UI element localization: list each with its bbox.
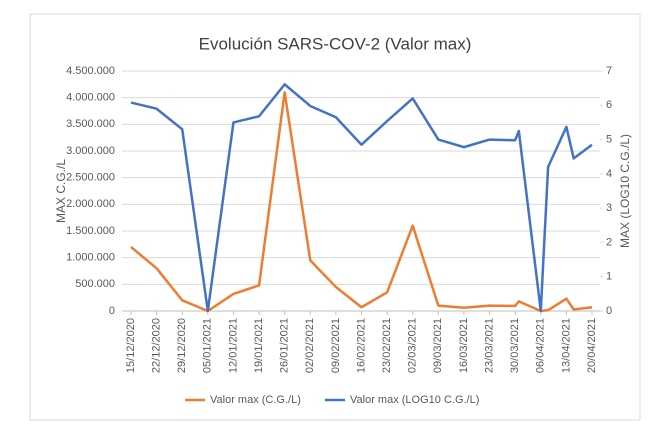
x-tick-label: 05/01/2021: [202, 318, 214, 373]
x-tick-label: 02/03/2021: [407, 318, 419, 373]
x-tick-label: 30/03/2021: [509, 318, 521, 373]
y-tick-label: 4.500.000: [66, 65, 115, 77]
y-tick-label: 1.500.000: [66, 225, 115, 237]
y-tick-label: 1.000.000: [66, 252, 115, 264]
x-tick-label: 09/03/2021: [432, 318, 444, 373]
y-tick-label: 500.000: [75, 278, 115, 290]
x-tick-label: 26/01/2021: [279, 318, 291, 373]
y-axis-title: MAX C.G./L: [54, 159, 68, 223]
y2-axis-title: MAX (LOG10 C.G./L): [618, 134, 632, 248]
x-tick-label: 22/12/2020: [151, 318, 163, 373]
x-tick-label: 06/04/2021: [535, 318, 547, 373]
x-tick-label: 12/01/2021: [227, 318, 239, 373]
x-tick-label: 23/02/2021: [381, 318, 393, 373]
x-tick-label: 02/02/2021: [304, 318, 316, 373]
series-line: [130, 91, 593, 313]
y-tick-label: 4.000.000: [66, 92, 115, 104]
x-tick-label: 23/03/2021: [483, 318, 495, 373]
y-tick-label: 0: [109, 305, 115, 317]
y2-tick-label: 6: [606, 99, 612, 111]
x-tick-label: 16/02/2021: [355, 318, 367, 373]
y2-tick-label: 4: [606, 168, 612, 180]
y-tick-label: 2.000.000: [66, 198, 115, 210]
x-tick-label: 13/04/2021: [560, 318, 572, 373]
x-tick-label: 15/12/2020: [125, 318, 137, 373]
x-tick-label: 19/01/2021: [253, 318, 265, 373]
x-tick-label: 29/12/2020: [176, 318, 188, 373]
legend-label: Valor max (LOG10 C.G./L): [350, 394, 479, 406]
y2-tick-label: 2: [606, 236, 612, 248]
y-tick-label: 3.000.000: [66, 145, 115, 157]
y2-tick-label: 3: [606, 202, 612, 214]
y-tick-label: 3.500.000: [66, 118, 115, 130]
y2-tick-label: 5: [606, 133, 612, 145]
x-tick-label: 09/02/2021: [330, 318, 342, 373]
y2-tick-label: 1: [606, 271, 612, 283]
chart-border: [29, 13, 641, 421]
chart-title: Evolución SARS-COV-2 (Valor max): [199, 34, 472, 53]
series-line: [130, 83, 593, 313]
y-tick-label: 2.500.000: [66, 172, 115, 184]
y2-tick-label: 0: [606, 305, 612, 317]
x-tick-label: 16/03/2021: [458, 318, 470, 373]
x-tick-label: 20/04/2021: [586, 318, 598, 373]
y2-tick-label: 7: [606, 65, 612, 77]
legend-label: Valor max (C.G./L): [210, 394, 301, 406]
